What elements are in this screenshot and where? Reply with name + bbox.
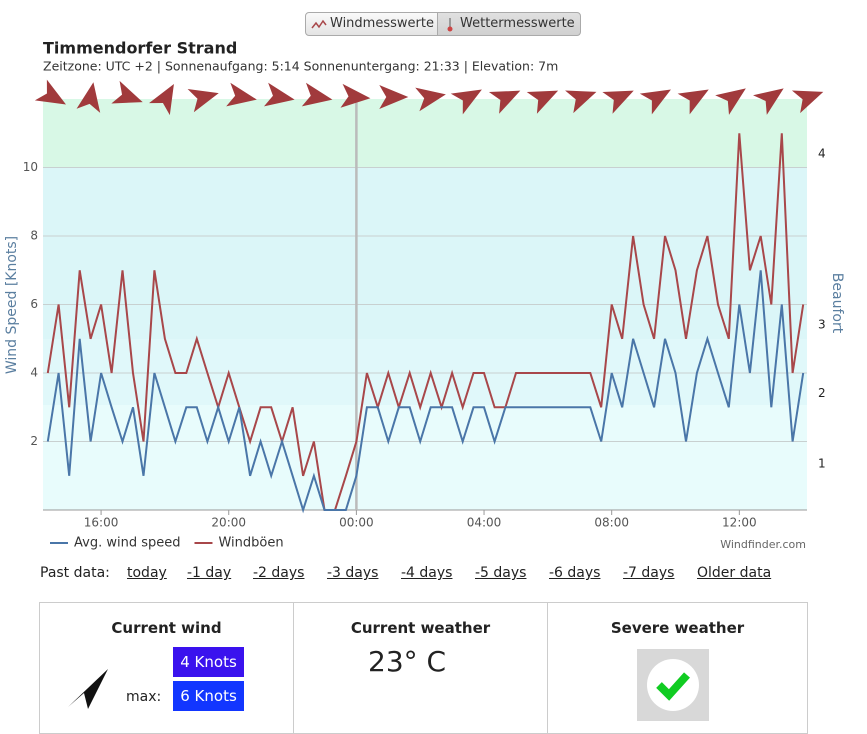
series-line — [46, 133, 805, 511]
max-value: 6 Knots — [173, 681, 244, 711]
past-label: Past data: — [40, 565, 110, 581]
wind-arrow — [639, 89, 671, 115]
y-tick-label: 6 — [30, 297, 38, 311]
past-link[interactable]: Older data — [697, 565, 772, 581]
x-tick-label: 16:00 — [84, 516, 119, 530]
x-tick-label: 00:00 — [339, 516, 374, 530]
y2-tick-label: 1 — [818, 456, 826, 470]
y-tick-label: 10 — [23, 160, 38, 174]
wind-arrow — [677, 89, 709, 115]
y2-tick-label: 4 — [818, 146, 826, 160]
wind-arrow — [149, 84, 174, 116]
credit: Windfinder.com — [720, 538, 806, 551]
y2-axis-label: Beaufort — [829, 273, 845, 334]
past-link[interactable]: -5 days — [475, 565, 527, 581]
past-link[interactable]: -2 days — [253, 565, 305, 581]
chart: Timmendorfer Strand Zeitzone: UTC +2 | S… — [4, 39, 845, 552]
severe-title: Severe weather — [610, 619, 745, 637]
past-link[interactable]: -6 days — [549, 565, 601, 581]
band — [43, 405, 807, 510]
wind-arrow — [340, 83, 371, 108]
tab-icon — [311, 19, 327, 29]
y-axis-label: Wind Speed [Knots] — [4, 236, 20, 374]
legend-label: Windböen — [218, 536, 283, 551]
y-tick-label: 4 — [30, 366, 38, 380]
y-tick-label: 8 — [30, 229, 38, 243]
wind-arrow — [526, 90, 559, 114]
current-panel: Current wind 4 Knots max: 6 Knots Curren… — [39, 602, 808, 734]
tab-label: Wettermesswerte — [460, 16, 575, 31]
bands — [43, 99, 807, 510]
past-link[interactable]: -3 days — [327, 565, 379, 581]
wind-arrow — [301, 82, 333, 107]
x-tick-label: 08:00 — [594, 516, 629, 530]
x-tick-label: 12:00 — [722, 516, 757, 530]
wind-arrow — [263, 82, 295, 107]
wind-value: 4 Knots — [173, 647, 244, 677]
y-tick-label: 2 — [30, 434, 38, 448]
x-tick-label: 04:00 — [467, 516, 502, 530]
wind-arrow — [187, 89, 219, 113]
past-data: Past data: — [40, 565, 110, 581]
past-link[interactable]: -4 days — [401, 565, 453, 581]
wind-arrow — [379, 85, 409, 109]
max-label: max: — [126, 689, 162, 705]
past-link[interactable]: -7 days — [623, 565, 675, 581]
legend-label: Avg. wind speed — [74, 536, 180, 551]
severe-weather: Severe weather — [548, 603, 807, 733]
chart-title: Timmendorfer Strand — [43, 39, 237, 58]
tab-wind[interactable]: Windmesswerte — [305, 12, 438, 36]
temperature: 23° C — [368, 645, 447, 678]
past-link[interactable]: -1 day — [187, 565, 232, 581]
tab-icon — [447, 18, 453, 32]
tab-weather[interactable]: Wettermesswerte — [437, 12, 581, 36]
wind-arrow — [415, 87, 446, 112]
y2-tick-label: 2 — [818, 386, 826, 400]
weather-title: Current weather — [350, 619, 491, 637]
wind-arrow — [565, 90, 597, 114]
wind-arrow — [753, 88, 784, 115]
wind-arrow — [602, 90, 634, 114]
chart-subtitle: Zeitzone: UTC +2 | Sonnenaufgang: 5:14 S… — [43, 59, 558, 74]
wind-icon — [68, 669, 108, 709]
wind-arrow — [76, 82, 101, 113]
tab-label: Windmesswerte — [330, 16, 434, 31]
x-tick-label: 20:00 — [211, 516, 246, 530]
wind-arrow — [791, 90, 824, 114]
wind-arrow — [715, 88, 746, 115]
past-link[interactable]: today — [127, 565, 167, 581]
wind-arrow — [111, 80, 143, 104]
series-line — [46, 270, 805, 514]
wind-arrow — [34, 79, 66, 105]
current-weather: Current weather 23° C — [294, 603, 548, 733]
wind-arrow — [226, 82, 257, 107]
wind-title: Current wind — [111, 619, 222, 637]
severe-icon — [637, 649, 709, 721]
wind-arrow — [450, 89, 482, 115]
y2-tick-label: 3 — [818, 318, 826, 332]
current-wind: Current wind 4 Knots max: 6 Knots — [40, 603, 294, 733]
wind-arrow — [488, 90, 521, 114]
band — [43, 167, 807, 339]
